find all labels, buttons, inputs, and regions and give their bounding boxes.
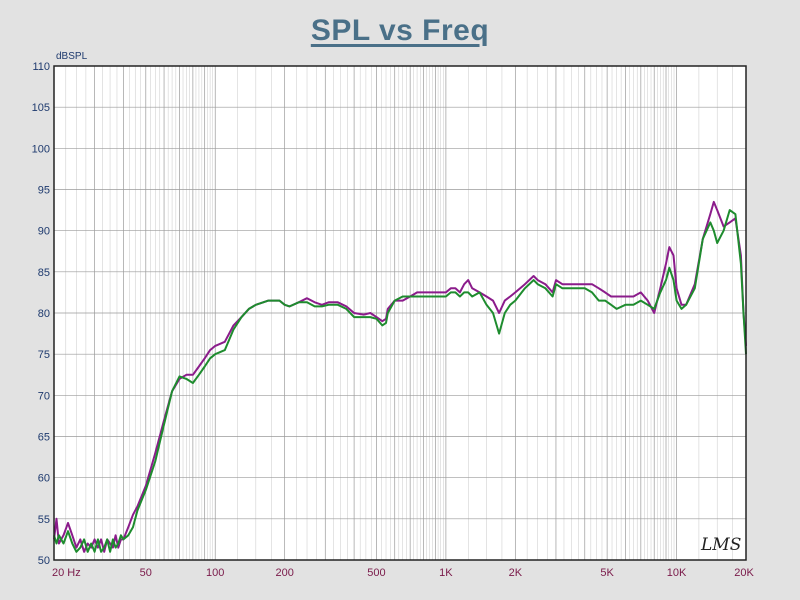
y-tick-label: 90 — [38, 226, 50, 238]
y-tick-label: 50 — [38, 555, 50, 567]
x-tick-label: 2K — [509, 567, 523, 579]
x-tick-label: 100 — [206, 567, 224, 579]
lms-watermark: LMS — [700, 535, 741, 555]
grid-lines — [53, 65, 747, 561]
plot-border — [53, 65, 747, 561]
series-layer — [53, 200, 747, 553]
y-tick-label: 85 — [38, 267, 50, 279]
y-tick-label: 80 — [38, 308, 50, 320]
x-tick-label: 50 — [140, 567, 152, 579]
x-axis-ticks: 20 Hz 50 100 200 500 1K 2K 5K 10K 20K — [52, 567, 754, 579]
y-tick-label: 65 — [38, 432, 50, 444]
x-tick-label: 5K — [600, 567, 614, 579]
y-tick-label: 60 — [38, 473, 50, 485]
y-tick-label: 105 — [32, 102, 50, 114]
y-axis-ticks: 50 55 60 65 70 75 80 85 90 95 100 105 110 — [32, 61, 50, 567]
y-tick-label: 75 — [38, 349, 50, 361]
y-tick-label: 55 — [38, 514, 50, 526]
y-tick-label: 95 — [38, 185, 50, 197]
series-line-2 — [53, 209, 747, 553]
x-tick-label: 1K — [439, 567, 453, 579]
y-tick-label: 70 — [38, 390, 50, 402]
x-tick-label: 20 Hz — [52, 567, 81, 579]
chart-title: SPL vs Freq — [310, 14, 490, 47]
series-line-1 — [53, 200, 747, 553]
x-tick-label: 20K — [734, 567, 754, 579]
y-tick-label: 100 — [32, 143, 50, 155]
x-tick-label: 10K — [667, 567, 687, 579]
x-tick-label: 500 — [367, 567, 385, 579]
y-axis-label: dBSPL — [56, 51, 88, 62]
x-tick-label: 200 — [275, 567, 293, 579]
y-tick-label: 110 — [32, 61, 50, 73]
